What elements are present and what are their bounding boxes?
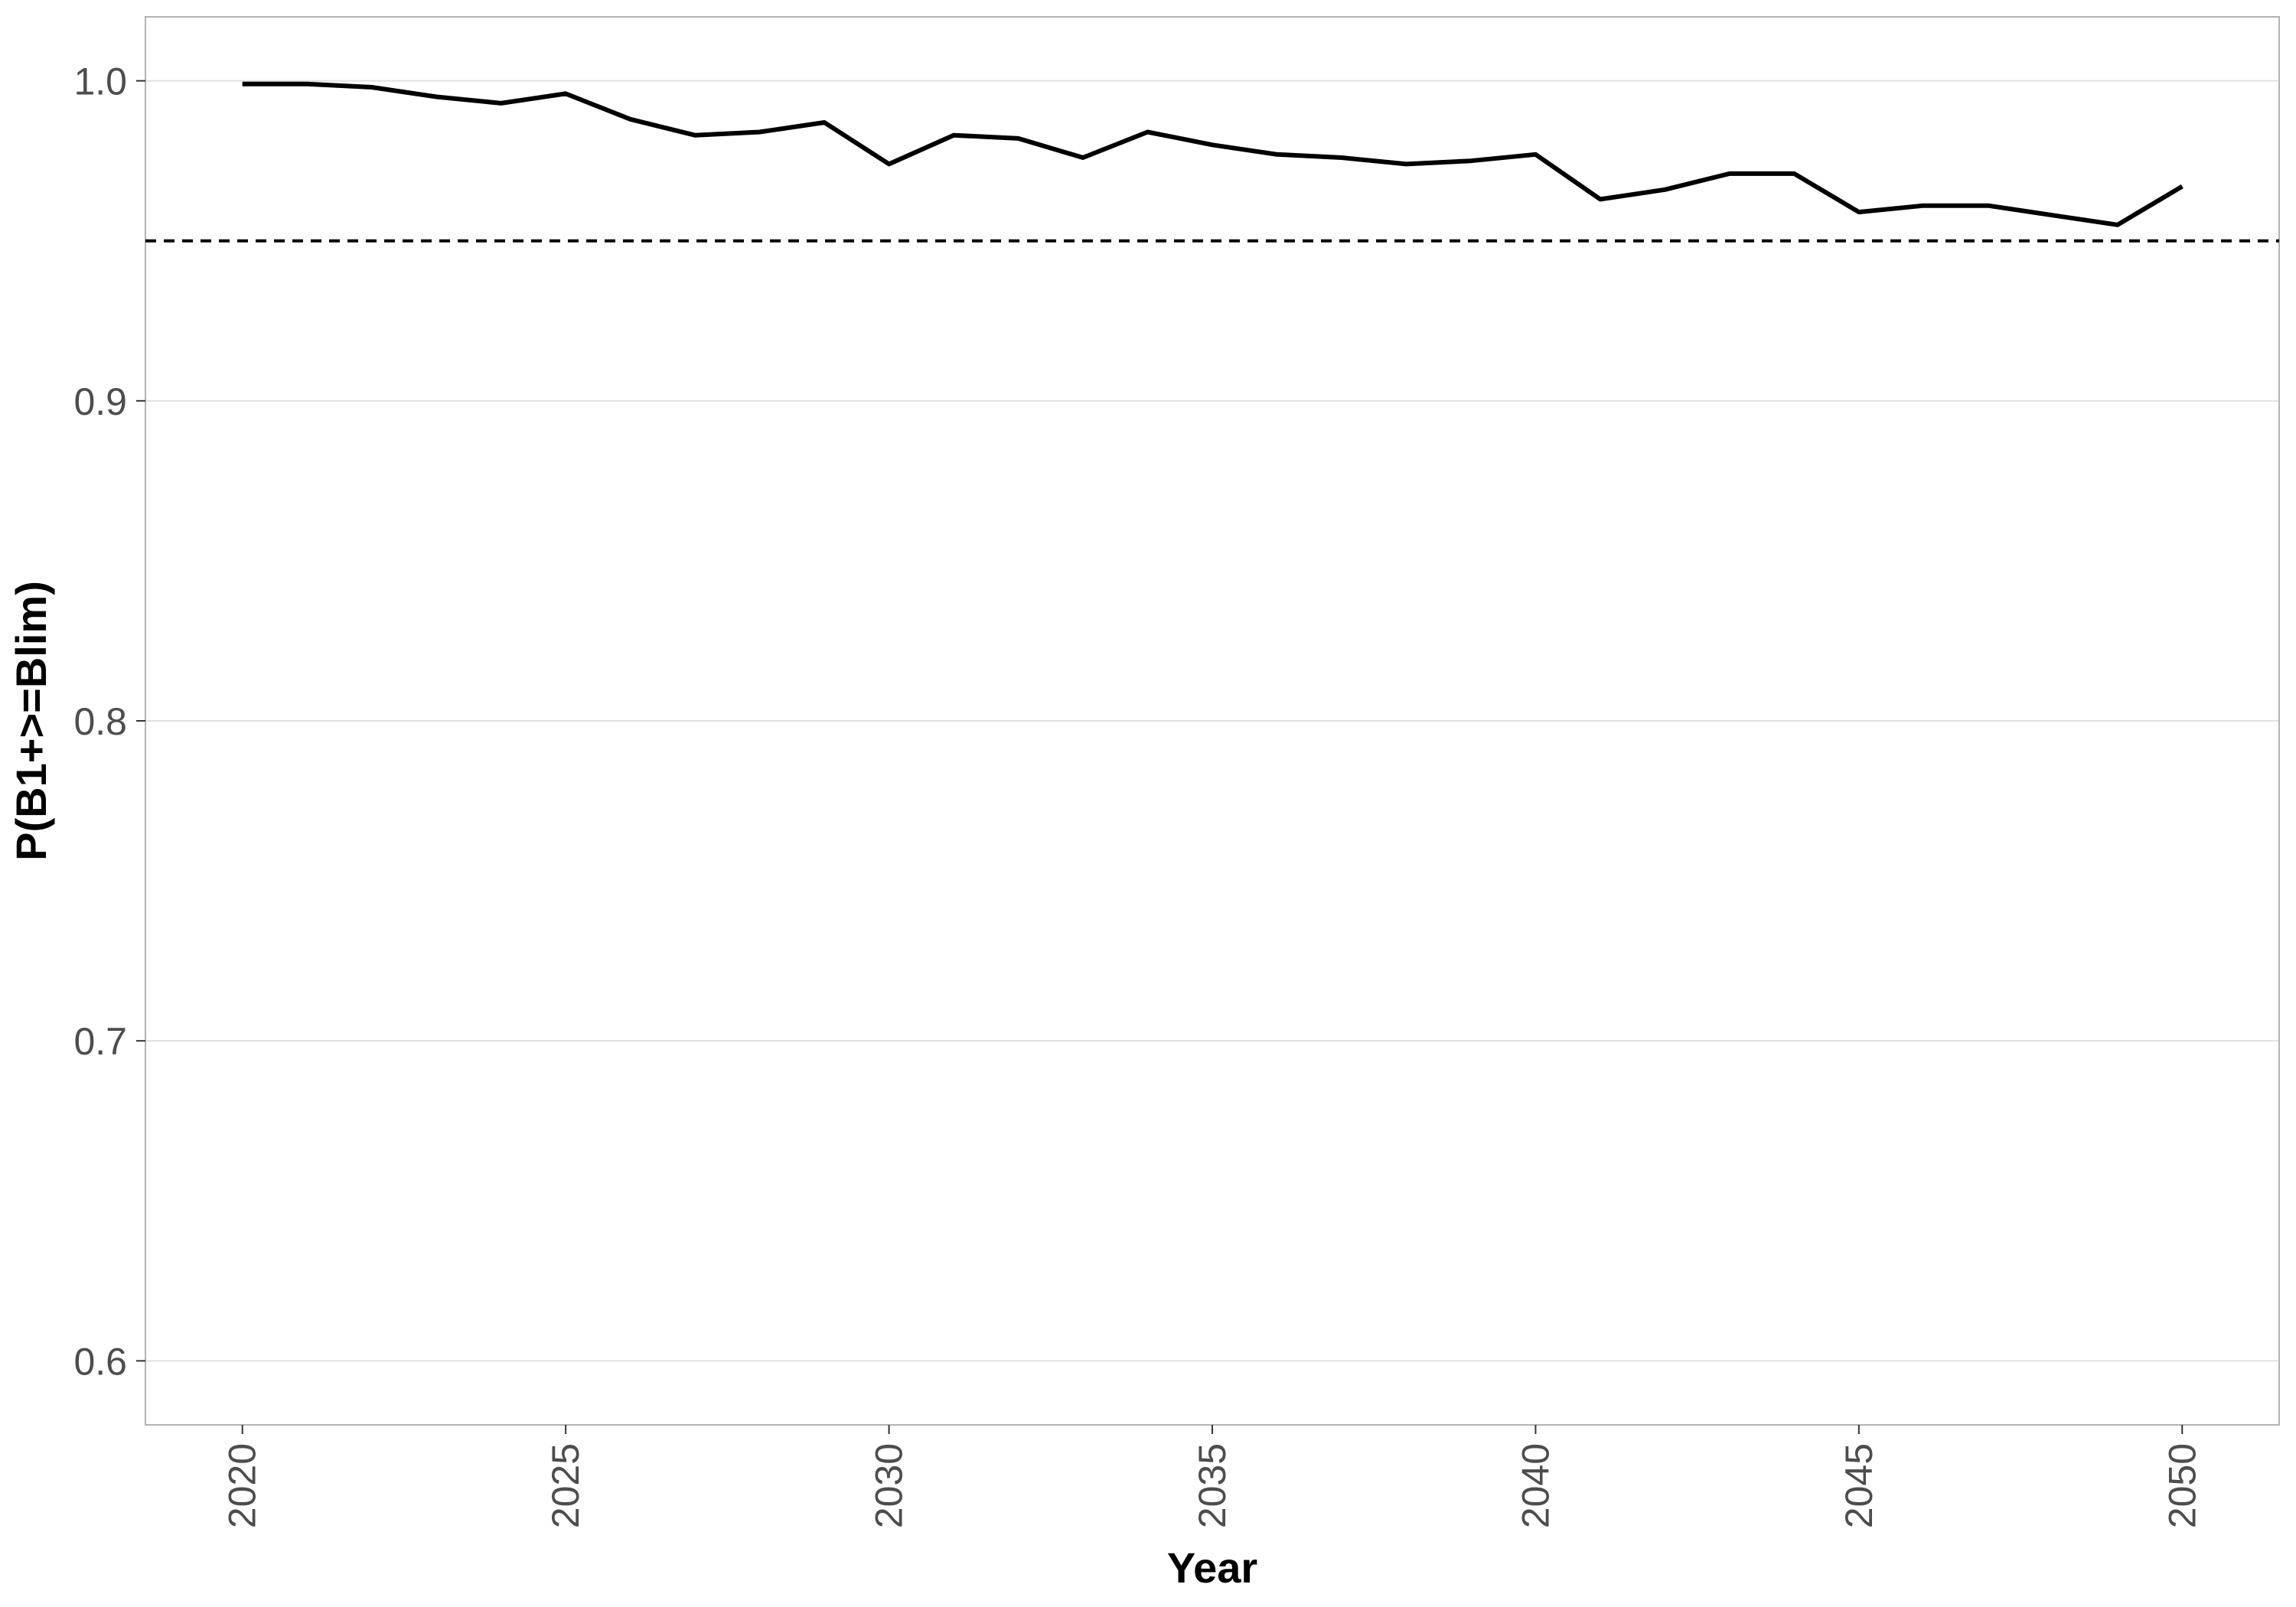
y-tick-label: 0.6 — [73, 1340, 127, 1383]
x-tick-label: 2030 — [868, 1443, 911, 1528]
x-tick-label: 2050 — [2161, 1443, 2203, 1528]
x-tick-label: 2045 — [1838, 1443, 1880, 1528]
y-axis-title: P(B1+>=Blim) — [7, 581, 55, 861]
x-tick-label: 2035 — [1191, 1443, 1234, 1528]
y-tick-label: 0.7 — [73, 1020, 127, 1063]
series-group — [242, 81, 2183, 227]
x-axis-title: Year — [1167, 1543, 1257, 1592]
y-axis: 0.6 0.7 0.8 0.9 1.0 — [73, 60, 145, 1383]
x-tick-label: 2020 — [221, 1443, 264, 1528]
x-tick-label: 2040 — [1514, 1443, 1557, 1528]
x-axis: 2020 2025 2030 2035 2040 2045 2050 — [221, 1425, 2203, 1528]
series-line — [242, 81, 2183, 227]
gridlines — [145, 80, 2279, 1362]
x-tick-label: 2025 — [544, 1443, 587, 1528]
y-tick-label: 0.9 — [73, 380, 127, 423]
y-tick-label: 0.8 — [73, 700, 127, 743]
y-tick-label: 1.0 — [73, 60, 127, 103]
